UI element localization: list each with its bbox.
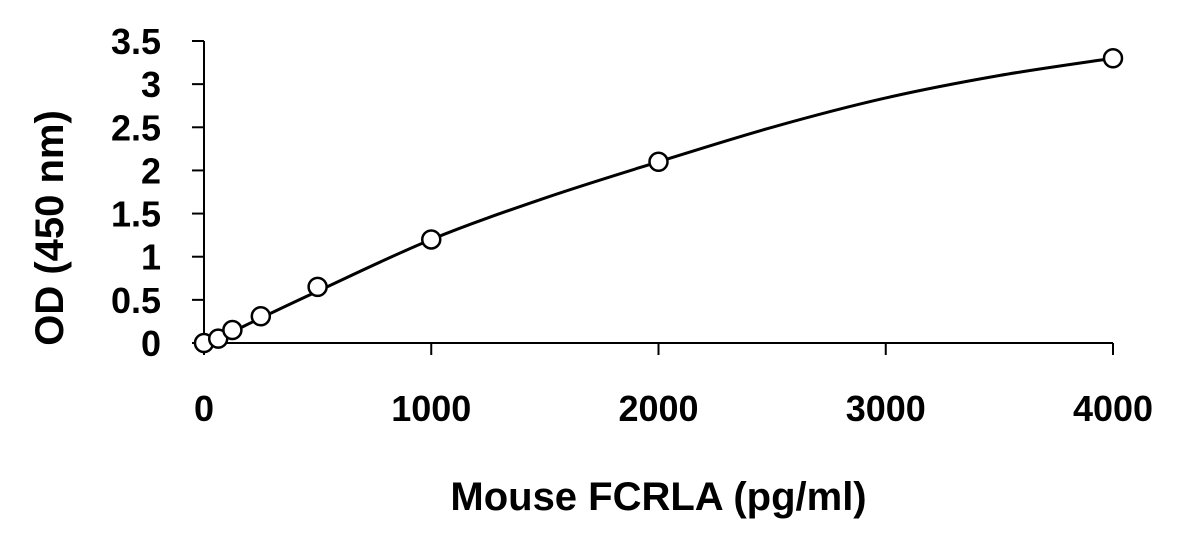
x-tick-label: 0 xyxy=(194,388,214,429)
y-tick-label: 3.5 xyxy=(111,21,161,62)
data-point xyxy=(307,276,328,298)
y-axis-title: OD (450 nm) xyxy=(28,110,72,346)
y-tick-label: 0.5 xyxy=(111,280,161,321)
data-point xyxy=(250,306,272,327)
axes xyxy=(203,41,1113,344)
data-point xyxy=(421,229,442,250)
data-points xyxy=(193,48,1124,354)
fit-curve-line xyxy=(203,56,1114,345)
x-axis-title: Mouse FCRLA (pg/ml) xyxy=(450,475,866,519)
y-tick-label: 1.5 xyxy=(111,194,161,235)
x-tick-label: 4000 xyxy=(1073,388,1153,429)
x-tick-label: 3000 xyxy=(846,388,926,429)
x-axis-ticks: 0 1000 2000 3000 4000 xyxy=(194,343,1153,429)
y-tick-label: 1 xyxy=(141,237,161,278)
y-tick-label: 3 xyxy=(141,64,161,105)
data-point xyxy=(648,151,669,173)
x-tick-label: 1000 xyxy=(391,388,471,429)
y-tick-label: 0 xyxy=(141,323,161,364)
data-point xyxy=(222,319,243,341)
y-tick-label: 2 xyxy=(141,150,161,191)
y-axis-ticks: 00.511.522.533.5 xyxy=(111,21,204,364)
y-tick-label: 2.5 xyxy=(111,107,161,148)
x-tick-label: 2000 xyxy=(618,388,698,429)
data-point xyxy=(1102,48,1124,69)
